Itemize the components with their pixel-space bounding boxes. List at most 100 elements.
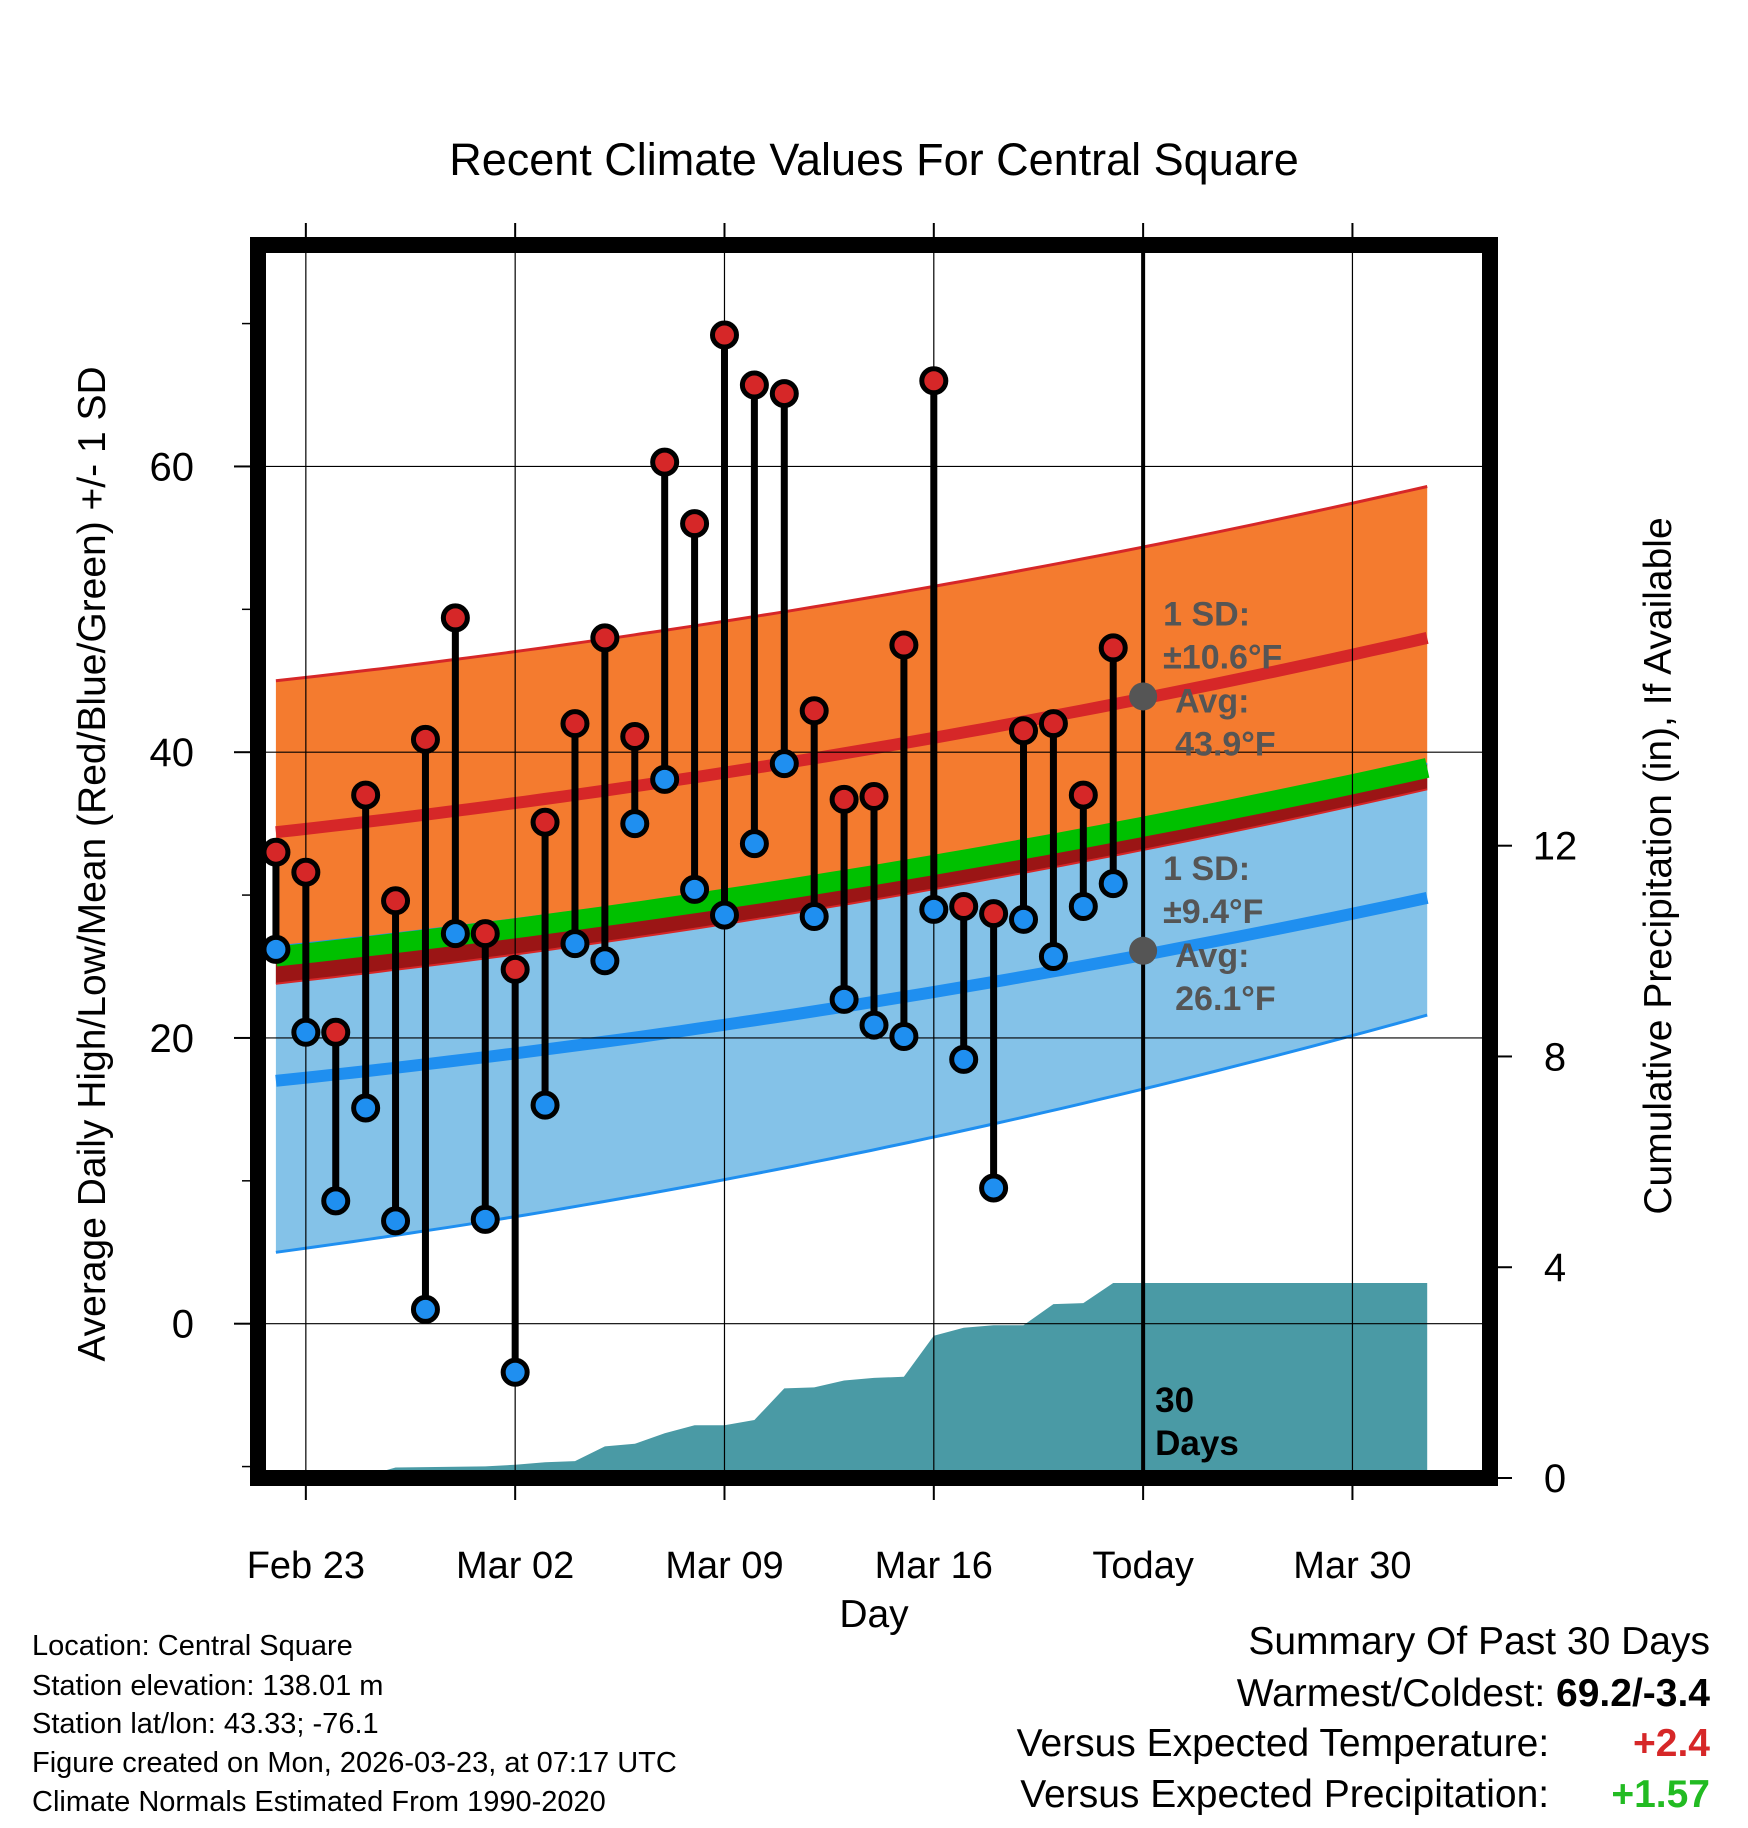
daily-high-point	[291, 857, 321, 887]
daily-low-point	[739, 829, 769, 859]
daily-high-point	[381, 886, 411, 916]
high-annotation-line: ±10.6°F	[1163, 638, 1282, 676]
summary-precip: Versus Expected Precipitation: +1.57	[1020, 1773, 1710, 1817]
daily-low-point	[500, 1357, 530, 1387]
high-lower-line	[275, 788, 1428, 985]
y-axis-label-left: Average Daily High/Low/Mean (Red/Blue/Gr…	[71, 366, 114, 1361]
daily-low-point	[351, 1093, 381, 1123]
summary-title: Summary Of Past 30 Days	[1248, 1620, 1710, 1663]
daily-high-point	[470, 919, 500, 949]
daily-low-point	[261, 934, 291, 964]
x-tick-label: Mar 09	[665, 1545, 783, 1587]
daily-high-point	[560, 709, 590, 739]
period-label: 30	[1155, 1381, 1194, 1420]
x-tick-label: Mar 16	[875, 1545, 993, 1587]
y-tick-label-left: 60	[150, 445, 195, 489]
daily-high-point	[620, 721, 650, 751]
x-tick-label: Feb 23	[247, 1545, 365, 1587]
low-annotation-line: 26.1°F	[1175, 980, 1276, 1018]
daily-high-point	[979, 899, 1009, 929]
daily-high-point	[530, 807, 560, 837]
daily-high-point	[500, 954, 530, 984]
period-label: Days	[1155, 1424, 1239, 1463]
daily-high-point	[739, 370, 769, 400]
chart-title: Recent Climate Values For Central Square	[449, 134, 1299, 185]
daily-high-point	[590, 623, 620, 653]
daily-low-point	[709, 900, 739, 930]
x-tick-label: Today	[1092, 1545, 1193, 1587]
plot-area	[258, 245, 1490, 1478]
daily-low-point	[859, 1010, 889, 1040]
daily-high-point	[889, 630, 919, 660]
daily-high-point	[799, 696, 829, 726]
daily-high-point	[261, 837, 291, 867]
daily-low-point	[620, 809, 650, 839]
high-avg-marker	[1129, 682, 1158, 711]
warm-cold-label: Warmest/Coldest:	[1236, 1672, 1546, 1715]
daily-low-point	[381, 1206, 411, 1236]
precip-label: Versus Expected Precipitation:	[1020, 1773, 1550, 1816]
summary-temp: Versus Expected Temperature: +2.4	[1017, 1722, 1710, 1766]
precip-value: +1.57	[1611, 1773, 1710, 1816]
daily-low-point	[590, 946, 620, 976]
daily-low-point	[949, 1044, 979, 1074]
daily-low-point	[829, 984, 859, 1014]
y-tick-label-right: 12	[1533, 825, 1578, 869]
daily-high-point	[351, 780, 381, 810]
daily-low-point	[1038, 942, 1068, 972]
daily-high-point	[680, 509, 710, 539]
plot-frame	[250, 237, 1498, 1486]
daily-low-point	[979, 1173, 1009, 1203]
created-text: Figure created on Mon, 2026-03-23, at 07…	[32, 1747, 677, 1779]
high-sd-band	[275, 486, 1428, 984]
daily-high-point	[440, 603, 470, 633]
daily-low-point	[919, 894, 949, 924]
daily-low-point	[470, 1204, 500, 1234]
daily-high-point	[859, 781, 889, 811]
low-annotation-line: Avg:	[1175, 937, 1249, 975]
daily-low-point	[1009, 904, 1039, 934]
low-annotation-line: 1 SD:	[1163, 850, 1250, 888]
daily-low-point	[410, 1294, 440, 1324]
daily-high-point	[829, 784, 859, 814]
warm-cold-value: 69.2/-3.4	[1556, 1672, 1710, 1715]
daily-low-point	[321, 1186, 351, 1216]
low-annotation-line: ±9.4°F	[1163, 893, 1263, 931]
y-tick-label-right: 0	[1544, 1457, 1566, 1501]
daily-low-point	[560, 929, 590, 959]
daily-low-point	[889, 1022, 919, 1052]
daily-high-point	[1068, 780, 1098, 810]
y-axis-label-right: Cumulative Precipitation (in), If Availa…	[1637, 517, 1680, 1214]
high-annotation-line: Avg:	[1175, 682, 1249, 720]
summary-warm-cold: Warmest/Coldest: 69.2/-3.4	[1237, 1672, 1710, 1716]
daily-low-point	[1068, 892, 1098, 922]
y-tick-label-left: 20	[150, 1017, 195, 1061]
daily-high-point	[321, 1017, 351, 1047]
daily-low-point	[440, 919, 470, 949]
daily-high-point	[709, 320, 739, 350]
daily-low-point	[769, 749, 799, 779]
y-tick-label-left: 40	[150, 731, 195, 775]
temp-label: Versus Expected Temperature:	[1016, 1722, 1550, 1765]
daily-high-point	[650, 447, 680, 477]
high-upper-line	[275, 485, 1428, 683]
high-annotation-line: 43.9°F	[1175, 725, 1276, 763]
daily-low-point	[799, 902, 829, 932]
daily-low-point	[1098, 869, 1128, 899]
daily-high-point	[410, 724, 440, 754]
high-annotation-line: 1 SD:	[1163, 595, 1250, 633]
y-tick-label-left: 0	[172, 1303, 194, 1347]
low-avg-marker	[1129, 936, 1158, 965]
daily-high-point	[919, 366, 949, 396]
daily-high-point	[769, 379, 799, 409]
y-tick-label-right: 8	[1544, 1035, 1566, 1079]
precip-area	[275, 1283, 1428, 1478]
daily-low-point	[680, 874, 710, 904]
daily-high-point	[1038, 709, 1068, 739]
latlon-text: Station lat/lon: 43.33; -76.1	[32, 1708, 379, 1740]
daily-high-point	[949, 892, 979, 922]
elevation-text: Station elevation: 138.01 m	[32, 1670, 384, 1702]
location-text: Location: Central Square	[32, 1630, 353, 1662]
temp-value: +2.4	[1633, 1722, 1710, 1765]
